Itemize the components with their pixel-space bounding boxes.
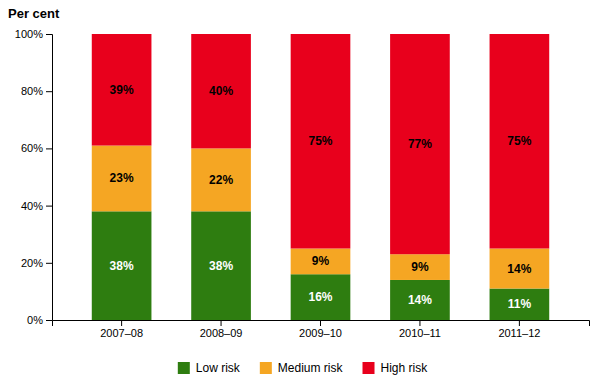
tick: 40% [21, 200, 52, 212]
tick-label: 20% [21, 257, 43, 269]
tick-label: 2009–10 [299, 327, 342, 339]
legend-swatch [363, 362, 375, 374]
data-label: 14% [408, 293, 432, 307]
data-label: 75% [507, 134, 531, 148]
y-axis: 0% 20% 40% 60% 80% 100% [15, 28, 53, 326]
axis-line [53, 321, 590, 327]
bar [291, 249, 351, 275]
data-label: 39% [110, 83, 134, 97]
tick: 60% [21, 142, 52, 154]
bar [92, 211, 152, 320]
tick-mark [46, 206, 52, 207]
legend-item: High risk [363, 361, 429, 375]
bar [390, 34, 450, 254]
tick-mark [46, 34, 52, 35]
tick-label: 0% [27, 314, 43, 326]
bar [191, 148, 251, 211]
tick-label: 100% [15, 28, 43, 40]
tick: 2009–10 [299, 320, 342, 339]
tick-mark [46, 91, 52, 92]
bar [490, 34, 550, 249]
legend-label: Medium risk [278, 361, 344, 375]
legend-item: Low risk [178, 361, 241, 375]
data-label: 77% [408, 137, 432, 151]
tick: 2008–09 [200, 320, 243, 339]
data-labels: 38% 38% 16% 14% 11% 23% 22% 9% 9% 14% 39% 40% 75% 77%… [110, 83, 532, 311]
x-axis: 2007–08 2008–09 2009–10 2010–11 2011–12 [53, 320, 590, 339]
legend-label: Low risk [196, 361, 241, 375]
tick: 100% [15, 28, 52, 40]
tick-label: 80% [21, 85, 43, 97]
tick-label: 2007–08 [100, 327, 143, 339]
data-label: 9% [312, 254, 330, 268]
bar [191, 211, 251, 320]
legend: Low risk Medium risk High risk [178, 361, 428, 375]
tick-mark [46, 320, 52, 321]
bar [490, 289, 550, 320]
bar [92, 146, 152, 212]
data-label: 38% [110, 259, 134, 273]
bar [92, 34, 152, 146]
legend-swatch [178, 362, 190, 374]
tick-label: 2008–09 [200, 327, 243, 339]
tick-label: 40% [21, 200, 43, 212]
data-label: 9% [411, 260, 429, 274]
series [92, 34, 549, 254]
tick: 2010–11 [399, 320, 441, 339]
plot: 38% 38% 16% 14% 11% 23% 22% 9% 9% 14% 39% 40% 75% 77%… [15, 28, 590, 339]
tick: 20% [21, 257, 52, 269]
data-label: 14% [507, 262, 531, 276]
legend-item: Medium risk [260, 361, 344, 375]
y-axis-title: Per cent [8, 6, 60, 21]
tick-label: 2011–12 [498, 327, 540, 339]
bar [390, 254, 450, 280]
data-label: 16% [308, 290, 332, 304]
data-label: 22% [209, 173, 233, 187]
legend-label: High risk [381, 361, 429, 375]
chart: 38% 38% 16% 14% 11% 23% 22% 9% 9% 14% 39% 40% 75% 77%… [0, 0, 605, 388]
tick-label: 60% [21, 142, 43, 154]
data-label: 11% [508, 297, 532, 311]
tick-mark [519, 320, 520, 326]
data-label: 40% [209, 84, 233, 98]
bar [291, 274, 351, 320]
legend-swatch [260, 362, 272, 374]
tick: 2007–08 [100, 320, 143, 339]
bar [490, 249, 550, 289]
tick-mark [121, 320, 122, 326]
data-label: 38% [209, 259, 233, 273]
tick: 0% [27, 314, 52, 326]
data-label: 75% [308, 134, 332, 148]
tick: 2011–12 [498, 320, 540, 339]
tick-mark [221, 320, 222, 326]
tick-mark [419, 320, 420, 326]
tick-mark [320, 320, 321, 326]
bar [291, 34, 351, 249]
data-label: 23% [110, 171, 134, 185]
tick: 80% [21, 85, 52, 97]
tick-mark [46, 263, 52, 264]
bar [390, 280, 450, 320]
bar [191, 34, 251, 148]
axis-line [46, 35, 53, 321]
tick-label: 2010–11 [399, 327, 441, 339]
tick-mark [46, 148, 52, 149]
bars [92, 34, 549, 320]
